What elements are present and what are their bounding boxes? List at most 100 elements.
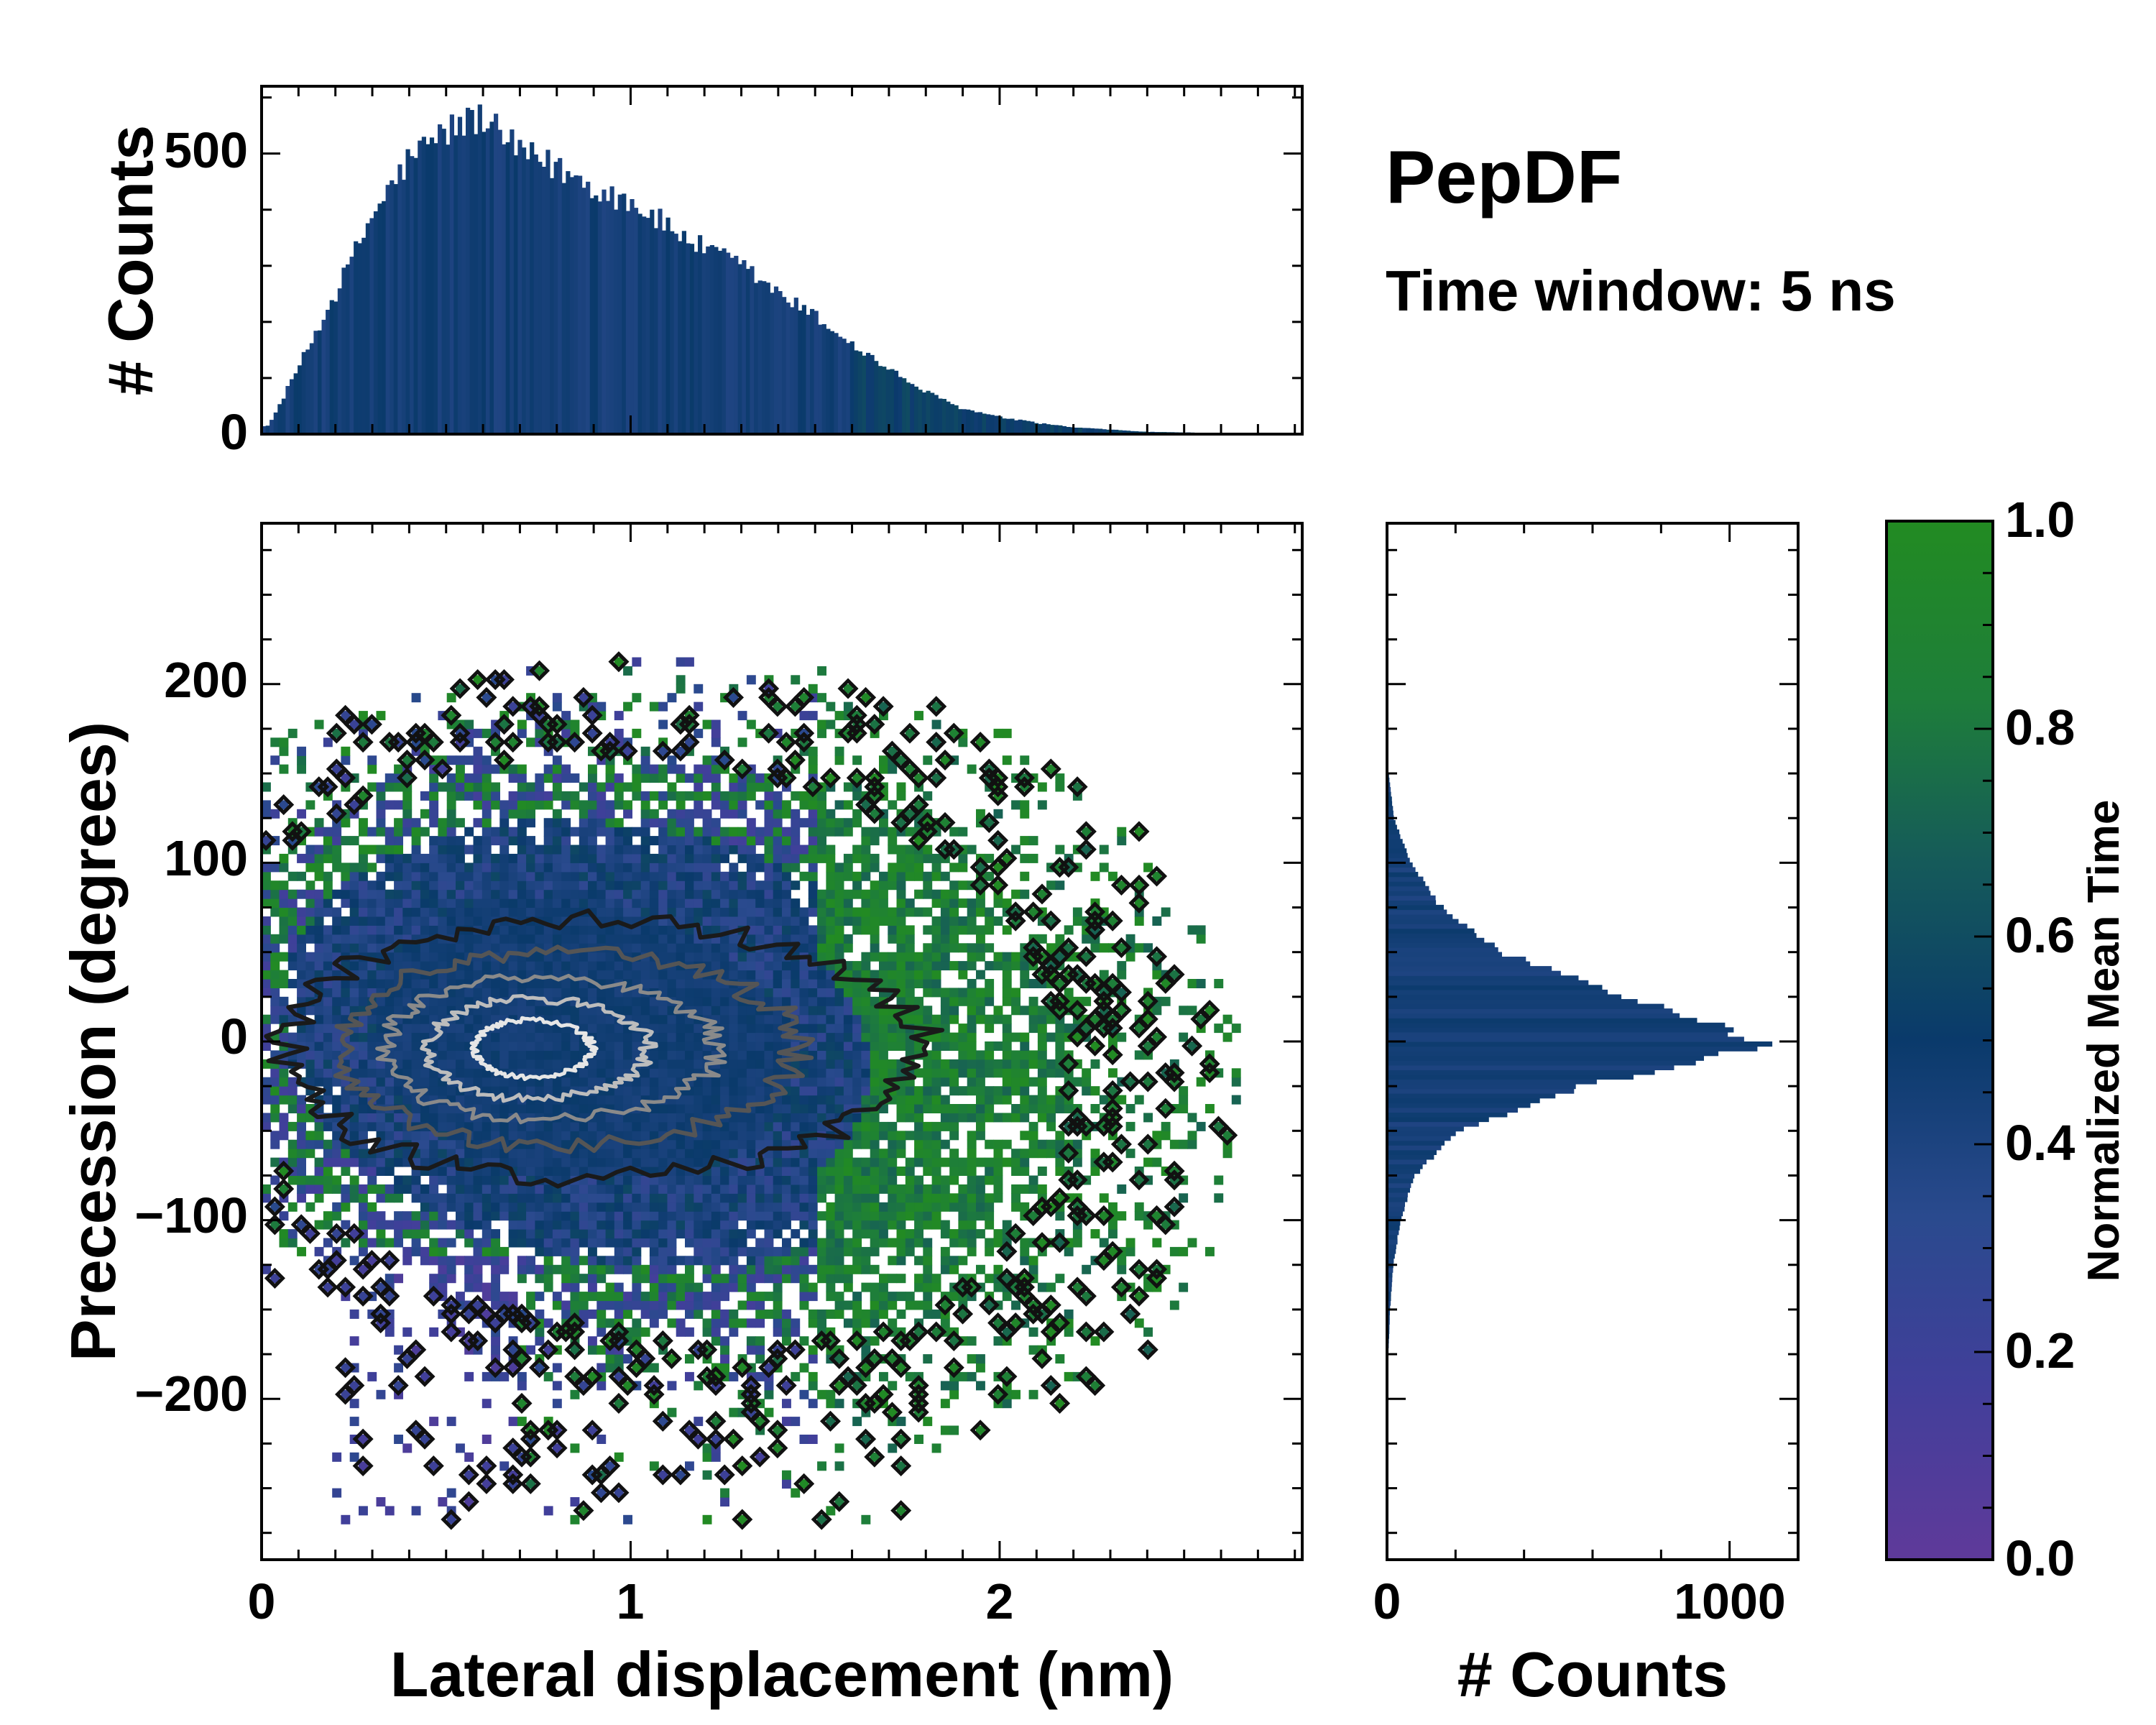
heatmap-cell [605, 845, 615, 855]
heatmap-cell [287, 1149, 298, 1159]
heatmap-cell [632, 845, 642, 855]
heatmap-cell [676, 943, 686, 953]
heatmap-cell [764, 898, 774, 908]
heatmap-cell [420, 1256, 430, 1266]
heatmap-cell [332, 1149, 342, 1159]
heatmap-cell [614, 1095, 624, 1105]
heatmap-cell [456, 755, 465, 765]
heatmap-cell [402, 1256, 413, 1266]
heatmap-cell [640, 970, 650, 980]
heatmap-cell [667, 889, 677, 899]
top-hist-bar [982, 413, 987, 434]
heatmap-cell [834, 1246, 844, 1256]
top-hist-bar [545, 150, 550, 434]
heatmap-cell [808, 755, 818, 765]
heatmap-cell [896, 916, 906, 926]
heatmap-cell [614, 1229, 624, 1239]
heatmap-cell [702, 827, 712, 837]
heatmap-cell [464, 755, 474, 765]
top-hist-bar [606, 201, 611, 434]
heatmap-cell [632, 1175, 642, 1185]
heatmap-cell [384, 1238, 395, 1248]
heatmap-cell [491, 1184, 500, 1194]
heatmap-cell [914, 952, 923, 962]
heatmap-cell [843, 1006, 853, 1016]
heatmap-cell [359, 818, 368, 828]
top-hist-bar [877, 366, 883, 434]
heatmap-cell [940, 1399, 950, 1409]
top-hist-bar [365, 223, 370, 434]
heatmap-cell [808, 988, 818, 998]
heatmap-cell [323, 907, 333, 917]
heatmap-cell [896, 1238, 906, 1248]
heatmap-cell [923, 907, 933, 917]
heatmap-cell [914, 907, 923, 917]
heatmap-cell [517, 836, 527, 846]
heatmap-cell [808, 1264, 818, 1274]
heatmap-cell [420, 1435, 430, 1444]
top-hist-bar [369, 218, 374, 434]
heatmap-cell [685, 1354, 694, 1364]
heatmap-cell [676, 907, 686, 917]
heatmap-cell [473, 853, 483, 863]
heatmap-cell [826, 1211, 836, 1221]
heatmap-cell [799, 979, 809, 988]
heatmap-cell [782, 1175, 791, 1185]
heatmap-cell [359, 1292, 368, 1302]
heatmap-cell [720, 1318, 729, 1328]
heatmap-cell [429, 1292, 439, 1302]
heatmap-cell [482, 728, 492, 738]
heatmap-cell [799, 961, 809, 971]
heatmap-cell [640, 961, 650, 971]
heatmap-cell [305, 934, 315, 944]
heatmap-cell [931, 1068, 941, 1078]
top-hist-bar [941, 399, 946, 434]
heatmap-cell [720, 845, 729, 855]
heatmap-cell [605, 1264, 615, 1274]
top-hist-bar [385, 185, 390, 434]
heatmap-cell [879, 1220, 888, 1230]
heatmap-cell [640, 755, 650, 765]
heatmap-cell [808, 1167, 818, 1176]
heatmap-cell [482, 1184, 492, 1194]
heatmap-cell [297, 1139, 306, 1149]
heatmap-cell [332, 862, 342, 873]
heatmap-cell [605, 1292, 615, 1302]
heatmap-cell [323, 898, 333, 908]
heatmap-cell [517, 1354, 527, 1364]
heatmap-cell [817, 1238, 826, 1248]
heatmap-cell [349, 1059, 359, 1069]
heatmap-cell [588, 1274, 597, 1284]
heatmap-cell [394, 1149, 403, 1159]
heatmap-cell [491, 898, 500, 908]
heatmap-cell [764, 1381, 774, 1391]
heatmap-cell [940, 1425, 950, 1435]
heatmap-cell [482, 1220, 492, 1230]
top-hist-bar [798, 310, 803, 434]
heatmap-cell [596, 898, 607, 908]
heatmap-cell [746, 818, 756, 828]
heatmap-cell [499, 925, 510, 935]
heatmap-cell [579, 1006, 589, 1016]
heatmap-cell [543, 1024, 553, 1034]
heatmap-cell [491, 1032, 500, 1042]
heatmap-cell [508, 889, 518, 899]
heatmap-cell [262, 782, 271, 792]
heatmap-cell [923, 1167, 933, 1176]
heatmap-cell [359, 1068, 368, 1078]
top-hist-bar [765, 282, 770, 434]
heatmap-cell [694, 773, 704, 783]
heatmap-cell [526, 1059, 535, 1069]
heatmap-cell [367, 1211, 377, 1221]
top-hist-bar [505, 142, 510, 434]
heatmap-cell [870, 1050, 880, 1060]
heatmap-cell [843, 1014, 853, 1024]
heatmap-cell [702, 1095, 712, 1105]
heatmap-cell [817, 818, 826, 828]
heatmap-cell [834, 880, 844, 891]
heatmap-cell [491, 836, 500, 846]
heatmap-cell [623, 1059, 632, 1069]
heatmap-cell [861, 1068, 871, 1078]
heatmap-cell [852, 1032, 862, 1042]
heatmap-cell [931, 1184, 941, 1194]
